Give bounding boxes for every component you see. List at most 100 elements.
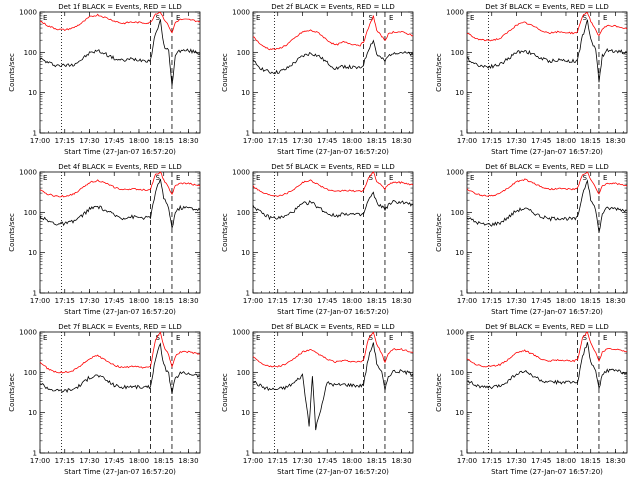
x-axis-label: Start Time (27-Jan-07 16:57:20) — [491, 308, 603, 316]
region-marker: S — [583, 174, 588, 182]
region-marker: E — [603, 334, 607, 342]
y-tick-label: 1000 — [19, 9, 37, 17]
series-line-lld — [252, 331, 414, 368]
x-tick-label: 17:45 — [531, 457, 551, 465]
y-axis-label: Counts/sec — [435, 53, 443, 92]
y-tick-label: 1000 — [232, 169, 250, 177]
y-tick-label: 100 — [237, 209, 250, 217]
region-marker: S — [156, 174, 161, 182]
region-marker: E — [603, 174, 607, 182]
x-tick-label: 17:30 — [79, 297, 99, 305]
region-marker: E — [256, 334, 260, 342]
y-tick-label: 100 — [237, 49, 250, 57]
series-line-lld — [466, 12, 628, 42]
x-tick-label: 17:15 — [55, 457, 75, 465]
series-line-events — [252, 191, 414, 221]
y-axis-label: Counts/sec — [221, 213, 229, 252]
plot-frame — [252, 11, 414, 134]
x-tick-label: 17:00 — [30, 297, 50, 305]
region-marker: S — [583, 14, 588, 22]
x-axis-label: Start Time (27-Jan-07 16:57:20) — [491, 148, 603, 156]
x-tick-label: 17:00 — [457, 137, 477, 145]
region-marker: S — [583, 334, 588, 342]
region-marker: E — [603, 14, 607, 22]
y-axis-label: Counts/sec — [8, 213, 16, 252]
region-marker: S — [156, 334, 161, 342]
x-tick-label: 17:00 — [457, 457, 477, 465]
x-tick-label: 17:15 — [55, 297, 75, 305]
x-tick-label: 17:30 — [506, 137, 526, 145]
x-tick-label: 17:30 — [292, 297, 312, 305]
y-tick-label: 10 — [241, 409, 250, 417]
y-tick-label: 100 — [24, 209, 37, 217]
x-tick-label: 17:45 — [104, 457, 124, 465]
x-tick-label: 18:30 — [391, 137, 411, 145]
series-line-events — [253, 342, 414, 431]
series-line-events — [39, 342, 201, 394]
region-marker: E — [470, 14, 474, 22]
x-tick-label: 17:30 — [506, 457, 526, 465]
chart-title: Det 1f BLACK = Events, RED = LLD — [58, 3, 181, 11]
y-tick-label: 1000 — [446, 9, 464, 17]
series-line-events — [466, 19, 628, 83]
series-line-events — [466, 342, 628, 390]
region-marker: E — [176, 174, 180, 182]
plot-frame — [252, 171, 414, 294]
y-tick-label: 1 — [460, 290, 464, 298]
region-marker: E — [389, 14, 393, 22]
x-tick-label: 17:00 — [30, 137, 50, 145]
y-axis-label: Counts/sec — [435, 373, 443, 412]
region-marker: E — [43, 334, 47, 342]
series-line-lld — [466, 331, 628, 368]
x-tick-label: 18:15 — [154, 457, 174, 465]
y-tick-label: 1 — [33, 130, 37, 138]
plot-frame — [39, 11, 201, 134]
x-tick-label: 17:00 — [30, 457, 50, 465]
series-line-lld — [466, 171, 628, 197]
x-axis-label: Start Time (27-Jan-07 16:57:20) — [277, 148, 389, 156]
region-marker: E — [43, 174, 47, 182]
y-tick-label: 1000 — [446, 329, 464, 337]
chart-panel-8: Det 8f BLACK = Events, RED = LLD Start Ti… — [221, 323, 414, 476]
x-tick-label: 18:15 — [581, 297, 601, 305]
y-tick-label: 1 — [460, 130, 464, 138]
chart-title: Det 9f BLACK = Events, RED = LLD — [485, 323, 608, 331]
x-axis-label: Start Time (27-Jan-07 16:57:20) — [491, 468, 603, 476]
x-tick-label: 18:30 — [178, 137, 198, 145]
y-tick-label: 100 — [451, 369, 464, 377]
y-tick-label: 1000 — [232, 9, 250, 17]
x-tick-label: 18:15 — [367, 137, 387, 145]
region-marker: E — [470, 174, 474, 182]
y-tick-label: 100 — [451, 49, 464, 57]
series-line-lld — [252, 15, 414, 51]
y-tick-label: 1000 — [446, 169, 464, 177]
series-line-events — [39, 19, 201, 86]
y-tick-label: 10 — [241, 89, 250, 97]
x-tick-label: 18:00 — [342, 137, 362, 145]
x-tick-label: 17:00 — [243, 457, 263, 465]
y-tick-label: 1 — [246, 290, 250, 298]
x-tick-label: 18:00 — [129, 137, 149, 145]
chart-title: Det 5f BLACK = Events, RED = LLD — [271, 163, 394, 171]
x-tick-label: 17:30 — [79, 137, 99, 145]
region-marker: E — [176, 334, 180, 342]
chart-panel-9: Det 9f BLACK = Events, RED = LLD Start Ti… — [435, 323, 628, 476]
x-axis-label: Start Time (27-Jan-07 16:57:20) — [277, 468, 389, 476]
y-tick-label: 10 — [455, 89, 464, 97]
series-line-lld — [39, 331, 201, 374]
chart-panel-7: Det 7f BLACK = Events, RED = LLD Start Ti… — [8, 323, 201, 476]
y-tick-label: 100 — [24, 49, 37, 57]
x-tick-label: 17:00 — [243, 137, 263, 145]
chart-panel-3: Det 3f BLACK = Events, RED = LLD Start Ti… — [435, 3, 628, 156]
y-tick-label: 1000 — [232, 329, 250, 337]
y-tick-label: 100 — [24, 369, 37, 377]
x-tick-label: 17:15 — [268, 137, 288, 145]
x-tick-label: 17:45 — [104, 137, 124, 145]
chart-title: Det 3f BLACK = Events, RED = LLD — [485, 3, 608, 11]
series-line-lld — [39, 171, 201, 198]
x-tick-label: 18:00 — [129, 297, 149, 305]
y-axis-label: Counts/sec — [221, 53, 229, 92]
series-line-lld — [39, 11, 201, 34]
x-tick-label: 17:45 — [531, 297, 551, 305]
